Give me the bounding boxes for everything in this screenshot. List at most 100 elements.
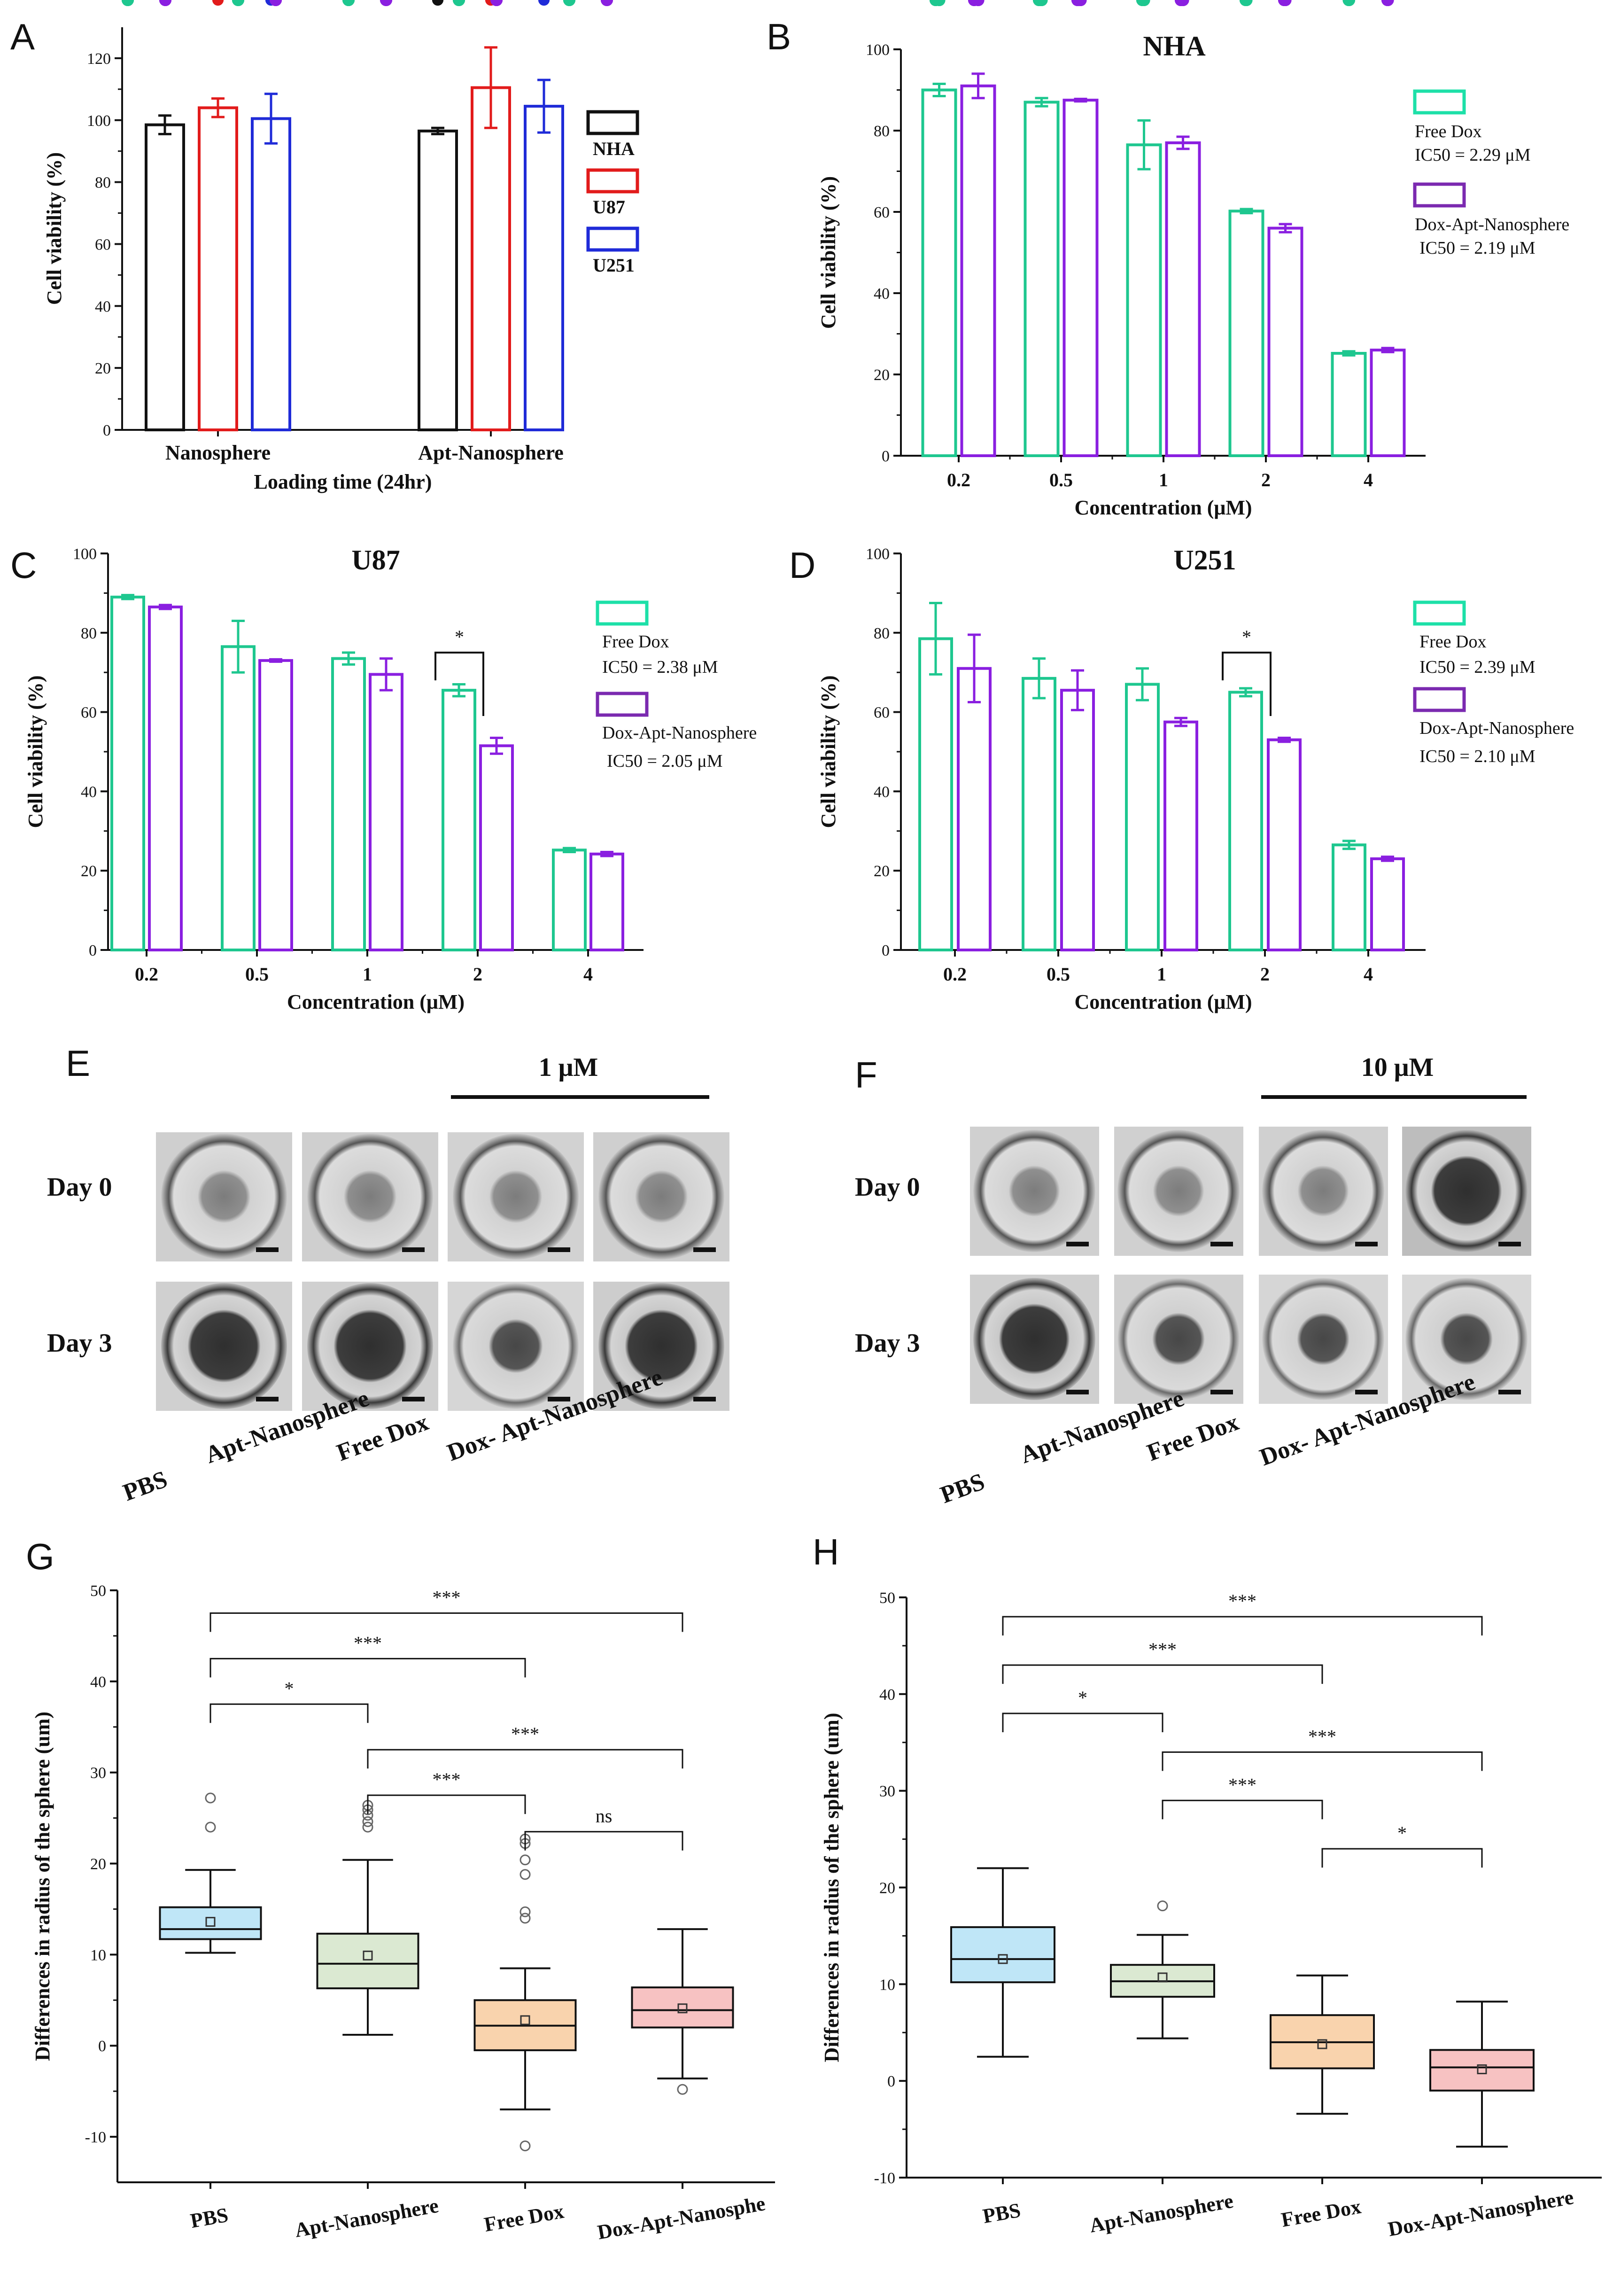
y-tick-label: 40 xyxy=(879,1686,895,1704)
panel-letter-c: C xyxy=(10,545,37,586)
panel-letter-a: A xyxy=(10,16,35,57)
bar xyxy=(1163,720,1198,951)
significance-label: *** xyxy=(1228,1774,1256,1795)
mean-marker xyxy=(677,2003,688,2014)
x-tick-label: 4 xyxy=(1364,469,1373,490)
bracket-line xyxy=(209,1703,369,1723)
panel-letter-h: H xyxy=(813,1531,839,1572)
spheroid-image-dox-apt-day0 xyxy=(1402,1127,1531,1256)
spheroid-image-dox-apt-day3 xyxy=(593,1282,729,1411)
outlier-point xyxy=(362,1816,373,1827)
outlier-point xyxy=(205,1792,216,1804)
mean-marker xyxy=(998,1954,1008,1964)
significance-label: * xyxy=(1242,626,1251,647)
significance-bracket: * xyxy=(434,626,484,716)
bar xyxy=(221,645,256,951)
row-label-day-3: Day 3 xyxy=(855,1329,920,1358)
significance-label: *** xyxy=(1308,1726,1336,1747)
legend-label-u251: U251 xyxy=(593,255,635,276)
y-tick-label: 100 xyxy=(866,545,890,563)
chart-b: 0 20 40 60 80 100 Cell viability (%) Concentrat… xyxy=(817,0,1426,519)
y-tick-label: 40 xyxy=(874,783,890,801)
data-point xyxy=(1343,0,1355,6)
scale-bar xyxy=(256,1397,279,1401)
y-tick-label: 20 xyxy=(90,1856,106,1873)
x-tick-label: Dox-Apt-Nanosphere xyxy=(1386,2186,1575,2241)
data-point xyxy=(342,0,355,6)
x-tick-label: Free Dox xyxy=(482,2200,566,2236)
y-tick-label: 80 xyxy=(874,123,890,140)
data-point xyxy=(563,0,575,6)
y-tick-label: 80 xyxy=(81,625,97,642)
bar xyxy=(1060,689,1095,952)
spheroid-image-pbs-day3 xyxy=(156,1282,292,1411)
significance-label: *** xyxy=(511,1723,539,1744)
outlier-point xyxy=(520,1913,531,1924)
legend-label-free-dox: Free Dox xyxy=(1419,632,1486,652)
y-axis-label: Cell viability (%) xyxy=(43,152,66,305)
y-tick-label: 50 xyxy=(90,1582,106,1600)
significance-bracket: ns xyxy=(524,1806,683,1851)
significance-bracket: *** xyxy=(1162,1726,1483,1771)
chart-g: -10 0 10 20 30 40 50 Differences in radius of t… xyxy=(31,1582,775,2244)
bar xyxy=(1332,843,1366,951)
data-point xyxy=(432,0,443,6)
bracket-line xyxy=(367,1794,526,1814)
scale-bar xyxy=(402,1397,425,1401)
bar xyxy=(1370,349,1406,457)
bar xyxy=(1125,683,1160,951)
y-tick-label: 20 xyxy=(874,863,890,880)
bar xyxy=(471,86,511,432)
outlier-point xyxy=(520,1869,531,1880)
x-tick-label: Apt-Nanosphere xyxy=(293,2194,440,2242)
y-tick-label: 0 xyxy=(882,448,890,465)
panel-letter-e: E xyxy=(66,1043,90,1084)
outlier-point xyxy=(362,1821,373,1833)
y-axis-label: Cell viability (%) xyxy=(24,675,47,828)
mean-marker xyxy=(1317,2039,1327,2049)
outlier-point xyxy=(520,1906,531,1917)
legend-ic50-dox-apt: IC50 = 2.10 μM xyxy=(1419,747,1535,766)
legend-swatch-free-dox xyxy=(1413,600,1466,626)
bar xyxy=(552,848,587,952)
x-tick-label: 0.2 xyxy=(947,469,970,490)
mean-marker xyxy=(363,1950,373,1961)
mean-marker xyxy=(1477,2064,1487,2074)
x-axis-label: Loading time (24hr) xyxy=(254,470,432,493)
legend-b: Free Dox IC50 = 2.29 μM Dox-Apt-Nanosphe… xyxy=(1413,89,1569,258)
significance-bracket: * xyxy=(1002,1687,1163,1732)
legend-ic50-free-dox: IC50 = 2.39 μM xyxy=(1419,657,1535,677)
x-tick-label: 1 xyxy=(1159,469,1168,490)
y-tick-label: 100 xyxy=(87,112,111,130)
spheroid-image-pbs-day0 xyxy=(156,1132,292,1261)
bar xyxy=(198,106,238,431)
bracket-line xyxy=(524,1831,683,1851)
x-tick-label: PBS xyxy=(981,2199,1022,2228)
dose-label-f: 10 μM xyxy=(1361,1053,1434,1082)
data-point xyxy=(1033,0,1045,6)
y-tick-label: 0 xyxy=(89,942,97,959)
legend-c: Free Dox IC50 = 2.38 μM Dox-Apt-Nanosphe… xyxy=(596,600,757,771)
spheroid-image-apt-day3 xyxy=(1114,1275,1243,1404)
mean-marker xyxy=(1157,1972,1168,1983)
y-tick-label: 0 xyxy=(887,2073,895,2090)
x-tick-label: Apt-Nanosphere xyxy=(418,441,564,464)
y-tick-label: 40 xyxy=(81,783,97,801)
scale-bar xyxy=(256,1247,279,1252)
chart-a: 0 20 40 60 80 100 120 Cell viability (%) Loading… xyxy=(43,0,564,493)
bar xyxy=(479,744,514,951)
spheroid-image-free-dox-day3 xyxy=(448,1282,584,1411)
panel-f-images: 10 μM Day 0 Day 3 PBS Apt-Nanosphere Fre… xyxy=(855,1053,1531,1509)
spheroid-image-free-dox-day3 xyxy=(1259,1275,1388,1404)
data-point xyxy=(601,0,613,6)
significance-bracket: *** xyxy=(1162,1774,1323,1820)
significance-bracket: * xyxy=(1321,1822,1483,1868)
data-point xyxy=(1278,0,1290,6)
scale-bar xyxy=(693,1247,716,1252)
row-label-day-0: Day 0 xyxy=(47,1173,112,1202)
panel-letter-b: B xyxy=(767,16,791,57)
data-point xyxy=(538,0,550,6)
